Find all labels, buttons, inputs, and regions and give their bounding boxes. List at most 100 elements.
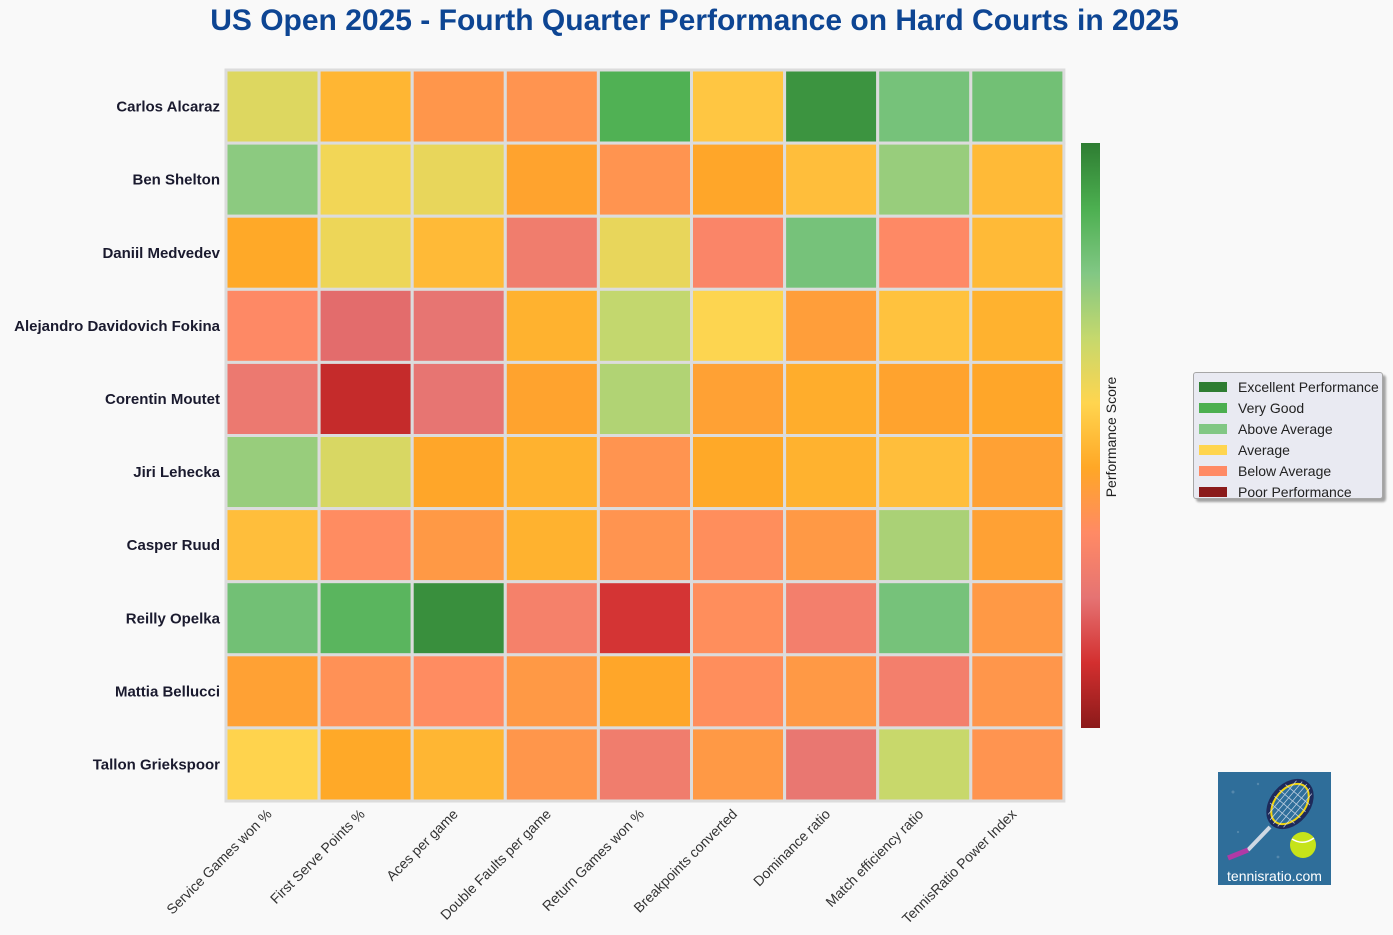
legend-swatch (1199, 381, 1227, 392)
legend: Excellent Performance Very Good Above Aver… (1193, 372, 1383, 502)
legend-swatch (1199, 402, 1227, 413)
heatmap-cell (503, 214, 600, 291)
heatmap-cell (690, 653, 787, 730)
heatmap-cell (690, 434, 787, 511)
row-label: Alejandro Davidovich Fokina (14, 318, 221, 335)
heatmap-cell (317, 360, 414, 437)
heatmap-cell (224, 68, 321, 145)
heatmap-cell (503, 141, 600, 218)
heatmap-cell (969, 214, 1066, 291)
column-label: Match efficiency ratio (822, 806, 926, 910)
heatmap-cell (969, 653, 1066, 730)
heatmap-cell (317, 287, 414, 364)
heatmap-cell (783, 360, 880, 437)
heatmap-cell (317, 507, 414, 584)
heatmap-cell (876, 580, 973, 657)
heatmap-cell (224, 214, 321, 291)
heatmap-cell (410, 726, 507, 803)
legend-item: Average (1199, 439, 1382, 460)
heatmap-cell (783, 287, 880, 364)
heatmap-cell (410, 68, 507, 145)
heatmap-cell (783, 580, 880, 657)
tennisratio-logo: tennisratio.com (1218, 772, 1331, 885)
heatmap-cell (969, 141, 1066, 218)
heatmap-cell (503, 434, 600, 511)
heatmap-cell (876, 360, 973, 437)
heatmap-cell (224, 141, 321, 218)
row-label: Reilly Opelka (126, 610, 221, 627)
heatmap-cell (224, 434, 321, 511)
heatmap-cell (410, 580, 507, 657)
heatmap-cell (410, 287, 507, 364)
heatmap-cell (410, 214, 507, 291)
legend-label: Very Good (1238, 399, 1305, 416)
heatmap-cell (503, 68, 600, 145)
heatmap-cell (876, 653, 973, 730)
heatmap-cell (596, 141, 694, 218)
heatmap-cell (596, 287, 694, 364)
column-label: First Serve Points % (267, 806, 368, 907)
heatmap-cell (503, 360, 600, 437)
heatmap-cell (224, 360, 321, 437)
row-label: Mattia Bellucci (115, 683, 220, 700)
heatmap-cell (410, 360, 507, 437)
heatmap-cell (969, 434, 1066, 511)
column-label: Return Games won % (539, 806, 647, 914)
heatmap-cell (317, 726, 414, 803)
heatmap-cell (224, 726, 321, 803)
heatmap-cell (783, 653, 880, 730)
legend-label: Above Average (1238, 420, 1333, 437)
legend-item: Very Good (1199, 397, 1382, 418)
heatmap-cell (876, 214, 973, 291)
heatmap-cell (596, 434, 694, 511)
heatmap-cell (876, 287, 973, 364)
heatmap-cell (317, 68, 414, 145)
legend-item: Above Average (1199, 418, 1382, 439)
column-label: Dominance ratio (750, 806, 834, 890)
heatmap-cell (503, 726, 600, 803)
heatmap-cell (783, 726, 880, 803)
colorbar (1081, 143, 1100, 728)
heatmap-cell (410, 653, 507, 730)
heatmap-cell (969, 726, 1066, 803)
heatmap-cell (690, 360, 787, 437)
heatmap-cell (410, 434, 507, 511)
legend-swatch (1199, 423, 1227, 434)
row-label: Carlos Alcaraz (116, 99, 220, 116)
heatmap-cell (224, 507, 321, 584)
heatmap-cell (783, 141, 880, 218)
heatmap-cell (224, 287, 321, 364)
heatmap-cell (783, 68, 880, 145)
heatmap-cell (690, 726, 787, 803)
legend-item: Poor Performance (1199, 481, 1382, 502)
heatmap-cell (596, 726, 694, 803)
heatmap-cell (317, 434, 414, 511)
legend-item: Below Average (1199, 460, 1382, 481)
heatmap-cell (969, 580, 1066, 657)
heatmap-cell (410, 507, 507, 584)
heatmap-cell (596, 214, 694, 291)
heatmap-cell (783, 434, 880, 511)
heatmap-cell (690, 68, 787, 145)
row-label: Casper Ruud (127, 537, 220, 554)
heatmap-cell (969, 507, 1066, 584)
heatmap-cell (503, 287, 600, 364)
row-label: Jiri Lehecka (133, 464, 220, 481)
heatmap-cell (876, 434, 973, 511)
row-label: Ben Shelton (132, 172, 220, 189)
legend-swatch (1199, 465, 1227, 476)
heatmap-cell (690, 141, 787, 218)
legend-label: Average (1238, 441, 1290, 458)
legend-swatch (1199, 486, 1227, 497)
heatmap-cell (596, 360, 694, 437)
legend-label: Below Average (1238, 462, 1332, 479)
heatmap-cell (690, 214, 787, 291)
heatmap-cell (690, 287, 787, 364)
heatmap-cell (783, 507, 880, 584)
heatmap-cell (596, 580, 694, 657)
heatmap-cell (503, 653, 600, 730)
heatmap-cell (690, 580, 787, 657)
colorbar-label: Performance Score (1103, 376, 1119, 497)
heatmap-cell (969, 360, 1066, 437)
legend-label: Poor Performance (1238, 483, 1352, 500)
